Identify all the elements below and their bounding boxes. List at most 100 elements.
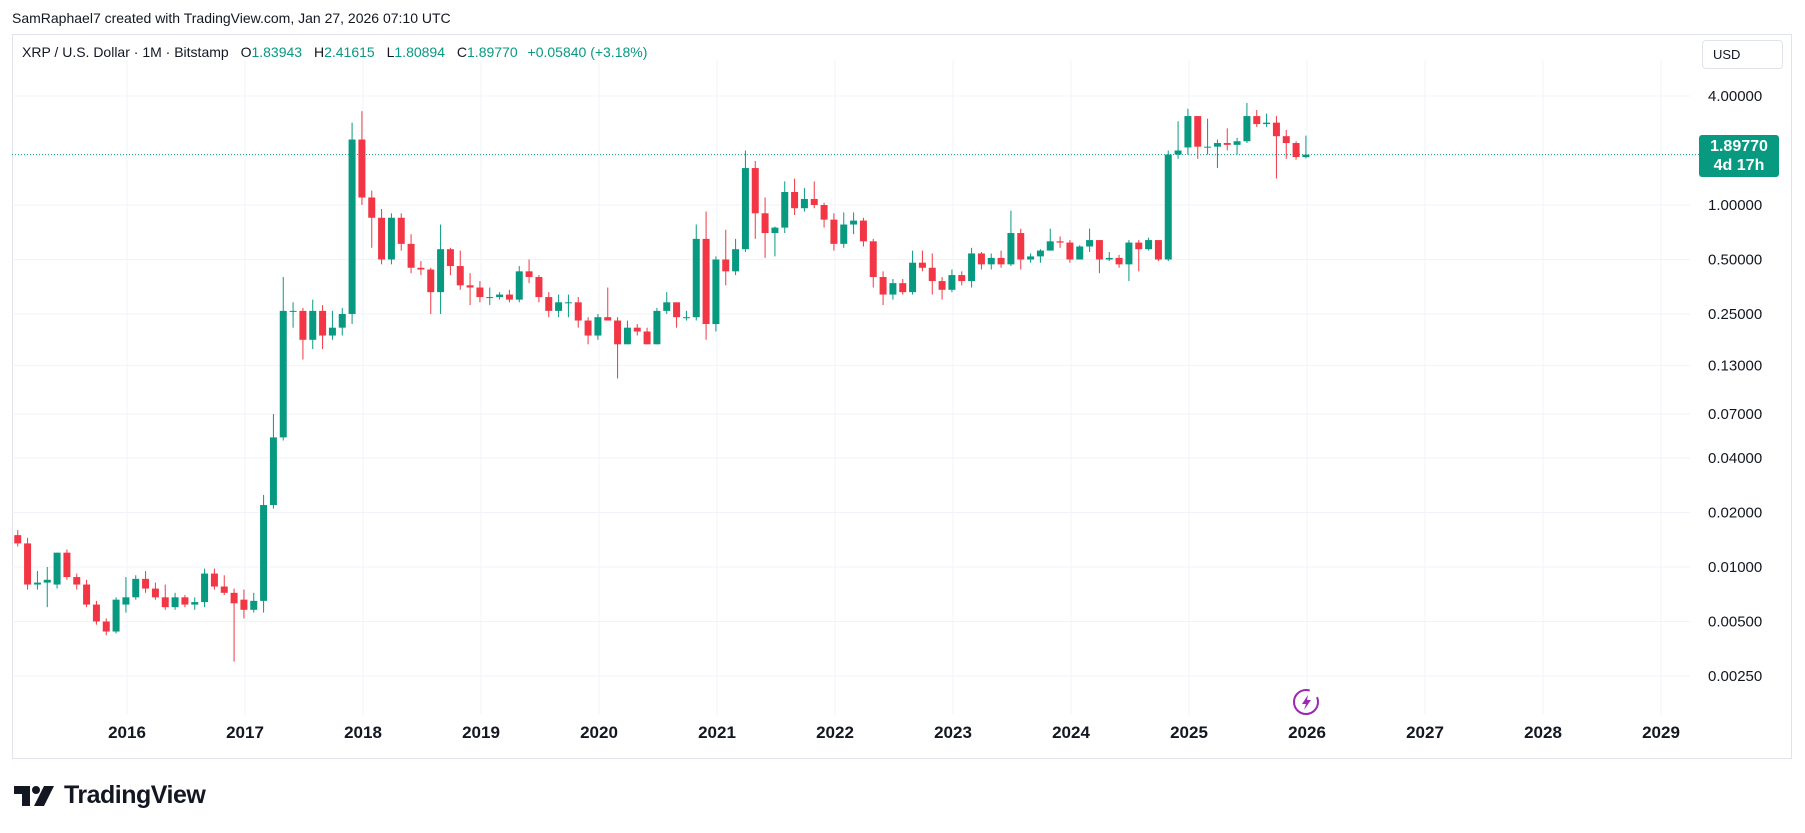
candle[interactable] — [53, 552, 61, 589]
candle[interactable] — [1056, 236, 1064, 248]
candle[interactable] — [850, 212, 858, 235]
candle[interactable] — [210, 568, 218, 590]
candle[interactable] — [1105, 251, 1113, 262]
candle[interactable] — [73, 573, 81, 590]
candle[interactable] — [722, 229, 730, 286]
candle[interactable] — [427, 267, 435, 314]
currency-selector[interactable]: USD — [1702, 40, 1783, 69]
candle[interactable] — [594, 313, 602, 340]
candle[interactable] — [1076, 245, 1084, 260]
candle[interactable] — [564, 294, 572, 318]
candle[interactable] — [702, 211, 710, 340]
candle[interactable] — [161, 584, 169, 610]
candle[interactable] — [584, 317, 592, 345]
candle[interactable] — [191, 597, 199, 610]
candle[interactable] — [1046, 228, 1054, 251]
candle[interactable] — [830, 213, 838, 251]
candle[interactable] — [63, 549, 71, 580]
candle[interactable] — [977, 251, 985, 270]
candle[interactable] — [466, 273, 474, 306]
candle[interactable] — [1253, 109, 1261, 127]
candle[interactable] — [869, 238, 877, 288]
candle[interactable] — [1194, 116, 1202, 159]
candle[interactable] — [33, 571, 41, 590]
candle[interactable] — [122, 577, 130, 613]
candle[interactable] — [14, 530, 22, 547]
candle[interactable] — [456, 250, 464, 290]
candle[interactable] — [269, 414, 277, 509]
candle[interactable] — [574, 297, 582, 328]
candle[interactable] — [918, 250, 926, 272]
candle[interactable] — [545, 292, 553, 318]
candle[interactable] — [840, 212, 848, 248]
candle[interactable] — [348, 122, 356, 325]
candle[interactable] — [1017, 228, 1025, 270]
candle[interactable] — [112, 597, 120, 634]
candle[interactable] — [791, 178, 799, 216]
candle[interactable] — [1213, 139, 1221, 169]
candle[interactable] — [417, 261, 425, 276]
candle[interactable] — [1292, 141, 1300, 160]
candle[interactable] — [1223, 128, 1231, 151]
candle[interactable] — [1302, 135, 1310, 159]
candle[interactable] — [525, 259, 533, 284]
candle[interactable] — [181, 595, 189, 608]
candle[interactable] — [1233, 137, 1241, 155]
candle[interactable] — [928, 253, 936, 295]
candle[interactable] — [220, 575, 228, 596]
candle[interactable] — [653, 307, 661, 345]
candle[interactable] — [800, 188, 808, 212]
candle[interactable] — [1115, 254, 1123, 268]
candle[interactable] — [1007, 210, 1015, 267]
candle[interactable] — [1184, 108, 1192, 155]
candle[interactable] — [958, 271, 966, 286]
candle[interactable] — [751, 161, 759, 239]
candle[interactable] — [761, 197, 769, 258]
symbol-title[interactable]: XRP / U.S. Dollar · 1M · Bitstamp — [22, 44, 229, 60]
candle[interactable] — [43, 567, 51, 608]
candle[interactable] — [476, 281, 484, 303]
candle[interactable] — [712, 256, 720, 332]
candle[interactable] — [987, 253, 995, 270]
candle[interactable] — [771, 226, 779, 257]
candle[interactable] — [948, 269, 956, 293]
candle[interactable] — [201, 568, 209, 608]
candle[interactable] — [397, 213, 405, 251]
candle[interactable] — [260, 494, 268, 613]
candle[interactable] — [289, 302, 297, 328]
candle[interactable] — [24, 537, 32, 590]
candle[interactable] — [820, 202, 828, 228]
candle[interactable] — [889, 279, 897, 300]
candle[interactable] — [1272, 116, 1280, 179]
candle[interactable] — [555, 294, 563, 318]
tradingview-logo[interactable]: TradingView — [14, 780, 206, 810]
candle[interactable] — [1125, 240, 1133, 282]
candle[interactable] — [643, 327, 651, 345]
candle[interactable] — [446, 247, 454, 276]
candle[interactable] — [673, 302, 681, 328]
candle[interactable] — [1145, 237, 1153, 251]
candle[interactable] — [279, 277, 287, 441]
candle[interactable] — [171, 592, 179, 610]
candle[interactable] — [535, 275, 543, 303]
candle[interactable] — [407, 234, 415, 274]
candle[interactable] — [781, 181, 789, 234]
candle[interactable] — [132, 575, 140, 600]
candle[interactable] — [515, 266, 523, 303]
candle[interactable] — [879, 271, 887, 306]
candle[interactable] — [810, 181, 818, 209]
candle[interactable] — [1135, 240, 1143, 272]
candle[interactable] — [614, 317, 622, 379]
candle[interactable] — [83, 579, 91, 608]
candle[interactable] — [1086, 228, 1094, 252]
candle[interactable] — [240, 589, 248, 619]
candle[interactable] — [142, 571, 150, 593]
candle[interactable] — [1263, 113, 1271, 127]
candle[interactable] — [151, 582, 159, 600]
candle[interactable] — [1154, 240, 1162, 262]
candle[interactable] — [309, 299, 317, 350]
candle[interactable] — [909, 250, 917, 295]
candle[interactable] — [741, 150, 749, 252]
candle[interactable] — [682, 310, 690, 321]
